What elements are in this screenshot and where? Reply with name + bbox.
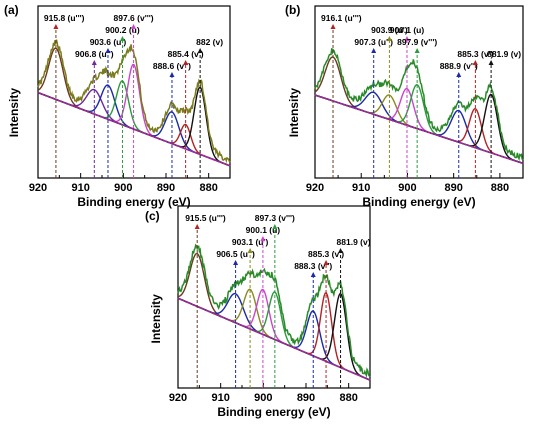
- x-tick-label: 920: [306, 182, 324, 194]
- peak-label: 885.3 (v'): [308, 249, 344, 259]
- peak-arrow-icon: [323, 260, 329, 265]
- y-axis-title: Intensity: [7, 88, 21, 138]
- plot-frame: [314, 5, 524, 179]
- xps-panel-3: 920 910 900 890 880 Binding energy (eV) Intens…: [145, 205, 371, 419]
- x-axis-title: Binding energy (eV): [362, 195, 475, 209]
- xps-panel-1: 920 910 900 890 880 Binding energy (eV) Intens…: [4, 3, 231, 209]
- peak-arrow-icon: [488, 60, 494, 65]
- peak-label: 900.2 (u): [105, 25, 140, 35]
- peak-label: 885.4 (v'): [168, 49, 204, 59]
- peak-arrow-icon: [472, 60, 478, 65]
- peak-label: 888.3 (v''): [294, 261, 332, 271]
- x-tick-label: 900: [114, 182, 132, 194]
- x-axis-title: Binding energy (eV): [77, 195, 190, 209]
- peak-arrow-icon: [386, 36, 392, 41]
- peak-label: 888.9 (v''): [440, 61, 478, 71]
- peak-arrow-icon: [131, 24, 137, 29]
- peak-label: 915.8 (u'''): [44, 13, 85, 23]
- x-tick-label: 900: [254, 392, 272, 404]
- peak-label: 903.9 (u'): [371, 25, 408, 35]
- measured-spectrum: [177, 243, 371, 379]
- panel-label: (a): [4, 3, 19, 17]
- peak-arrow-icon: [91, 60, 97, 65]
- peak-arrow-icon: [338, 248, 344, 253]
- background-baseline: [37, 91, 231, 167]
- background-baseline: [177, 297, 371, 381]
- peak-label: 906.8 (u''): [75, 49, 114, 59]
- x-tick-label: 900: [398, 182, 416, 194]
- peak-arrow-icon: [310, 272, 316, 277]
- peak-label: 881.9 (v): [337, 237, 371, 247]
- fit-component-curve: [177, 292, 371, 381]
- x-tick-label: 890: [157, 182, 175, 194]
- peak-arrow-icon: [247, 248, 253, 253]
- peak-label: 881.9 (v): [487, 49, 521, 59]
- peak-arrow-icon: [105, 48, 111, 53]
- peak-label: 882 (v): [196, 37, 223, 47]
- x-tick-label: 920: [29, 182, 47, 194]
- peak-arrow-icon: [233, 260, 239, 265]
- peak-label: 885.3 (v'): [457, 49, 493, 59]
- peak-label: 903.1 (u'): [232, 237, 269, 247]
- x-tick-label: 910: [71, 182, 89, 194]
- peak-label: 915.5 (u'''): [185, 213, 226, 223]
- x-tick-label: 880: [491, 182, 509, 194]
- plot-frame: [177, 205, 371, 389]
- peak-arrow-icon: [197, 48, 203, 53]
- peak-label: 907.3 (u''): [354, 37, 393, 47]
- xps-panel-2: 920 910 900 890 880 Binding energy (eV) Intens…: [285, 3, 524, 209]
- fit-component-curve: [177, 252, 371, 381]
- peak-arrow-icon: [260, 236, 266, 241]
- peak-arrow-icon: [330, 24, 336, 29]
- peak-arrow-icon: [272, 224, 278, 229]
- x-tick-label: 910: [352, 182, 370, 194]
- peak-arrow-icon: [404, 36, 410, 41]
- peak-arrow-icon: [194, 224, 200, 229]
- peak-arrow-icon: [414, 48, 420, 53]
- panel-label: (c): [145, 209, 160, 223]
- peak-label: 916.1 (u'''): [321, 13, 362, 23]
- panel-label: (b): [285, 3, 300, 17]
- peak-label: 897.3 (v'''): [255, 213, 295, 223]
- x-axis-title: Binding energy (eV): [217, 405, 330, 419]
- peak-label: 900.1 (u): [246, 225, 281, 235]
- peak-arrow-icon: [456, 72, 462, 77]
- peak-arrow-icon: [169, 72, 175, 77]
- peak-label: 906.5 (u''): [216, 249, 255, 259]
- x-tick-label: 880: [199, 182, 217, 194]
- x-tick-label: 920: [169, 392, 187, 404]
- peak-arrow-icon: [53, 24, 59, 29]
- x-tick-label: 890: [297, 392, 315, 404]
- peak-arrow-icon: [183, 60, 189, 65]
- peak-label: 900.1 (u): [390, 25, 425, 35]
- peak-label: 897.6 (v'''): [114, 13, 154, 23]
- fit-component-curve: [37, 79, 231, 167]
- x-tick-label: 890: [444, 182, 462, 194]
- peak-label: 897.9 (v'''): [397, 37, 437, 47]
- peak-label: 903.6 (u'): [90, 37, 127, 47]
- peak-arrow-icon: [371, 48, 377, 53]
- x-tick-label: 880: [339, 392, 357, 404]
- measured-spectrum: [37, 39, 231, 164]
- peak-label: 888.6 (v''): [153, 61, 191, 71]
- x-tick-label: 910: [211, 392, 229, 404]
- y-axis-title: Intensity: [149, 294, 163, 344]
- y-axis-title: Intensity: [287, 88, 301, 138]
- peak-arrow-icon: [119, 36, 125, 41]
- measured-spectrum: [314, 48, 524, 162]
- background-baseline: [314, 94, 524, 165]
